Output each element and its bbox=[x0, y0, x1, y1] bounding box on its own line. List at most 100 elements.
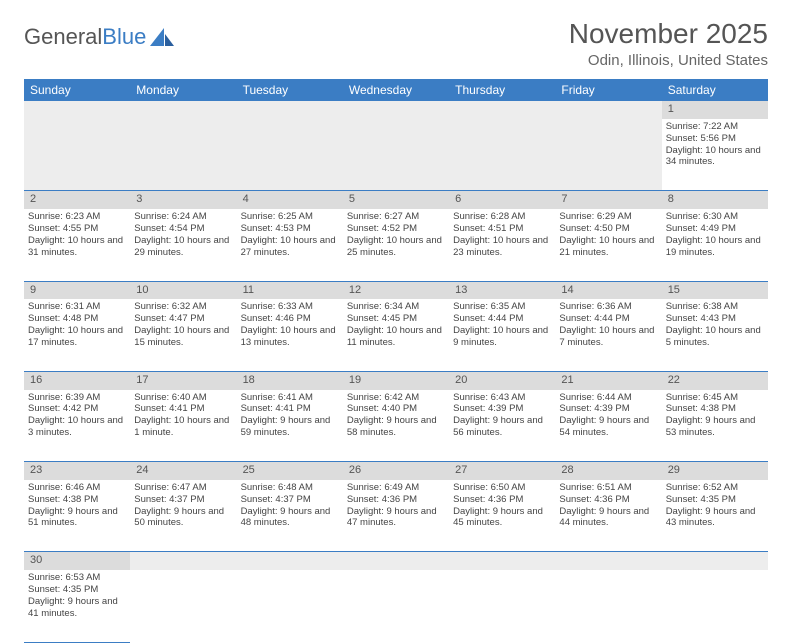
sunset-line: Sunset: 4:37 PM bbox=[241, 494, 339, 506]
day-cell: Sunrise: 6:27 AMSunset: 4:52 PMDaylight:… bbox=[343, 209, 449, 281]
sunrise-line: Sunrise: 6:52 AM bbox=[666, 482, 764, 494]
day-data-row: Sunrise: 6:46 AMSunset: 4:38 PMDaylight:… bbox=[24, 480, 768, 552]
day-number: 9 bbox=[24, 281, 130, 299]
day-cell: Sunrise: 6:52 AMSunset: 4:35 PMDaylight:… bbox=[662, 480, 768, 552]
weekday-header: Thursday bbox=[449, 79, 555, 101]
day-number bbox=[555, 552, 661, 570]
daylight-line: Daylight: 9 hours and 50 minutes. bbox=[134, 506, 232, 530]
day-number: 5 bbox=[343, 191, 449, 209]
sunset-line: Sunset: 4:36 PM bbox=[453, 494, 551, 506]
sunrise-line: Sunrise: 6:27 AM bbox=[347, 211, 445, 223]
sunrise-line: Sunrise: 6:33 AM bbox=[241, 301, 339, 313]
day-cell bbox=[237, 119, 343, 191]
day-number: 17 bbox=[130, 371, 236, 389]
sunset-line: Sunset: 4:52 PM bbox=[347, 223, 445, 235]
day-number-row: 1 bbox=[24, 101, 768, 119]
day-number bbox=[449, 101, 555, 119]
day-cell: Sunrise: 6:29 AMSunset: 4:50 PMDaylight:… bbox=[555, 209, 661, 281]
daylight-line: Daylight: 9 hours and 45 minutes. bbox=[453, 506, 551, 530]
sunset-line: Sunset: 4:38 PM bbox=[28, 494, 126, 506]
day-cell bbox=[449, 570, 555, 642]
daylight-line: Daylight: 9 hours and 41 minutes. bbox=[28, 596, 126, 620]
day-cell: Sunrise: 6:39 AMSunset: 4:42 PMDaylight:… bbox=[24, 390, 130, 462]
day-number: 22 bbox=[662, 371, 768, 389]
weekday-header: Saturday bbox=[662, 79, 768, 101]
day-number: 2 bbox=[24, 191, 130, 209]
day-number bbox=[343, 101, 449, 119]
daylight-line: Daylight: 10 hours and 31 minutes. bbox=[28, 235, 126, 259]
day-cell bbox=[662, 570, 768, 642]
day-number bbox=[130, 552, 236, 570]
daylight-line: Daylight: 10 hours and 19 minutes. bbox=[666, 235, 764, 259]
day-cell: Sunrise: 6:25 AMSunset: 4:53 PMDaylight:… bbox=[237, 209, 343, 281]
day-number: 1 bbox=[662, 101, 768, 119]
day-cell: Sunrise: 6:36 AMSunset: 4:44 PMDaylight:… bbox=[555, 299, 661, 371]
sunrise-line: Sunrise: 6:35 AM bbox=[453, 301, 551, 313]
day-cell: Sunrise: 6:31 AMSunset: 4:48 PMDaylight:… bbox=[24, 299, 130, 371]
day-number: 23 bbox=[24, 462, 130, 480]
day-data-row: Sunrise: 6:31 AMSunset: 4:48 PMDaylight:… bbox=[24, 299, 768, 371]
day-cell: Sunrise: 6:50 AMSunset: 4:36 PMDaylight:… bbox=[449, 480, 555, 552]
logo-text-2: Blue bbox=[102, 24, 146, 50]
sunrise-line: Sunrise: 6:25 AM bbox=[241, 211, 339, 223]
sunset-line: Sunset: 4:44 PM bbox=[559, 313, 657, 325]
sunrise-line: Sunrise: 6:39 AM bbox=[28, 392, 126, 404]
day-data-row: Sunrise: 6:39 AMSunset: 4:42 PMDaylight:… bbox=[24, 390, 768, 462]
day-cell: Sunrise: 6:47 AMSunset: 4:37 PMDaylight:… bbox=[130, 480, 236, 552]
sunset-line: Sunset: 4:47 PM bbox=[134, 313, 232, 325]
sunset-line: Sunset: 4:54 PM bbox=[134, 223, 232, 235]
sunrise-line: Sunrise: 6:45 AM bbox=[666, 392, 764, 404]
day-number-row: 16171819202122 bbox=[24, 371, 768, 389]
day-data-row: Sunrise: 6:53 AMSunset: 4:35 PMDaylight:… bbox=[24, 570, 768, 642]
day-number: 26 bbox=[343, 462, 449, 480]
daylight-line: Daylight: 9 hours and 58 minutes. bbox=[347, 415, 445, 439]
sunset-line: Sunset: 4:45 PM bbox=[347, 313, 445, 325]
day-number: 12 bbox=[343, 281, 449, 299]
day-number bbox=[662, 552, 768, 570]
day-number: 19 bbox=[343, 371, 449, 389]
weekday-header: Sunday bbox=[24, 79, 130, 101]
day-cell bbox=[555, 119, 661, 191]
day-cell: Sunrise: 6:44 AMSunset: 4:39 PMDaylight:… bbox=[555, 390, 661, 462]
location-text: Odin, Illinois, United States bbox=[569, 52, 768, 69]
weekday-header: Friday bbox=[555, 79, 661, 101]
daylight-line: Daylight: 10 hours and 15 minutes. bbox=[134, 325, 232, 349]
day-number bbox=[449, 552, 555, 570]
sunset-line: Sunset: 4:46 PM bbox=[241, 313, 339, 325]
day-cell bbox=[130, 119, 236, 191]
daylight-line: Daylight: 10 hours and 23 minutes. bbox=[453, 235, 551, 259]
sunset-line: Sunset: 4:35 PM bbox=[666, 494, 764, 506]
day-cell bbox=[130, 570, 236, 642]
sunrise-line: Sunrise: 6:49 AM bbox=[347, 482, 445, 494]
day-number: 30 bbox=[24, 552, 130, 570]
day-cell bbox=[343, 119, 449, 191]
logo: GeneralBlue bbox=[24, 24, 176, 50]
sunset-line: Sunset: 4:41 PM bbox=[134, 403, 232, 415]
logo-sail-icon bbox=[150, 28, 176, 46]
day-number: 8 bbox=[662, 191, 768, 209]
day-cell: Sunrise: 6:34 AMSunset: 4:45 PMDaylight:… bbox=[343, 299, 449, 371]
day-cell: Sunrise: 6:30 AMSunset: 4:49 PMDaylight:… bbox=[662, 209, 768, 281]
daylight-line: Daylight: 10 hours and 25 minutes. bbox=[347, 235, 445, 259]
day-number: 14 bbox=[555, 281, 661, 299]
day-number bbox=[237, 552, 343, 570]
daylight-line: Daylight: 10 hours and 34 minutes. bbox=[666, 145, 764, 169]
sunset-line: Sunset: 4:40 PM bbox=[347, 403, 445, 415]
sunrise-line: Sunrise: 6:24 AM bbox=[134, 211, 232, 223]
day-cell bbox=[237, 570, 343, 642]
day-cell: Sunrise: 6:40 AMSunset: 4:41 PMDaylight:… bbox=[130, 390, 236, 462]
sunset-line: Sunset: 4:39 PM bbox=[559, 403, 657, 415]
daylight-line: Daylight: 10 hours and 17 minutes. bbox=[28, 325, 126, 349]
day-number: 25 bbox=[237, 462, 343, 480]
sunset-line: Sunset: 4:35 PM bbox=[28, 584, 126, 596]
daylight-line: Daylight: 10 hours and 27 minutes. bbox=[241, 235, 339, 259]
day-cell: Sunrise: 6:46 AMSunset: 4:38 PMDaylight:… bbox=[24, 480, 130, 552]
daylight-line: Daylight: 10 hours and 7 minutes. bbox=[559, 325, 657, 349]
day-cell: Sunrise: 6:35 AMSunset: 4:44 PMDaylight:… bbox=[449, 299, 555, 371]
sunset-line: Sunset: 4:37 PM bbox=[134, 494, 232, 506]
day-cell bbox=[343, 570, 449, 642]
day-number bbox=[555, 101, 661, 119]
day-cell bbox=[555, 570, 661, 642]
day-number bbox=[130, 101, 236, 119]
month-title: November 2025 bbox=[569, 18, 768, 50]
